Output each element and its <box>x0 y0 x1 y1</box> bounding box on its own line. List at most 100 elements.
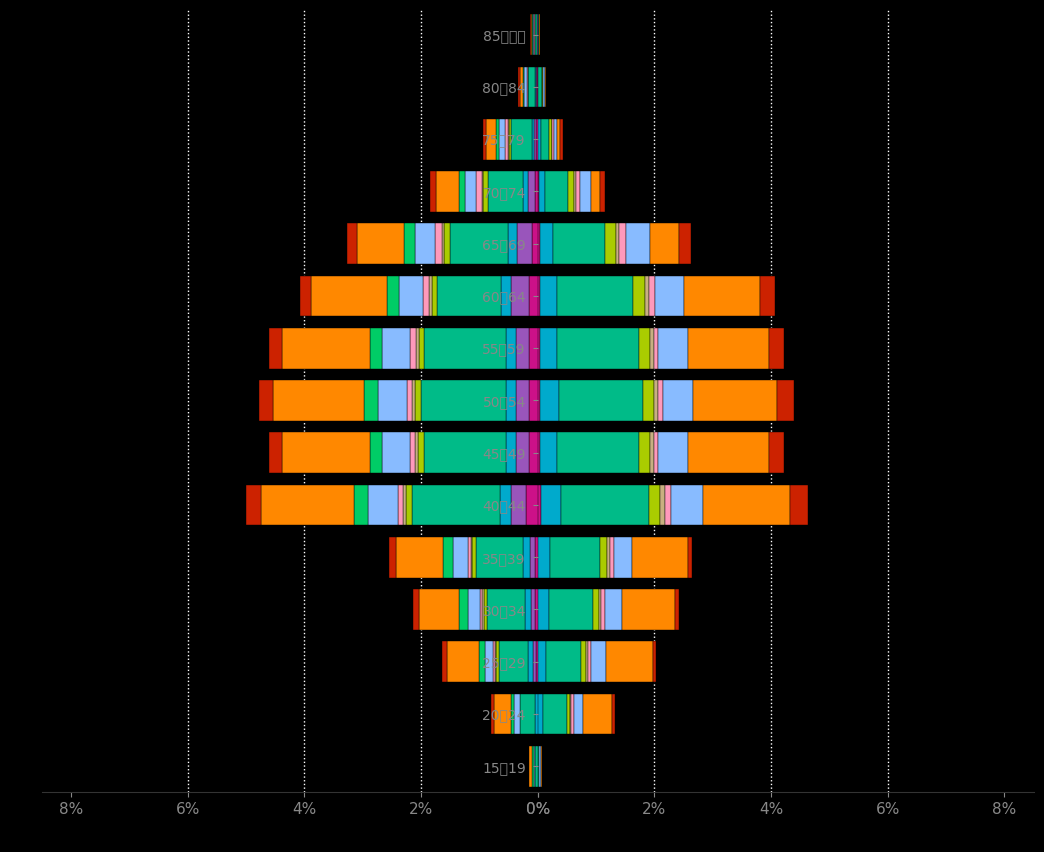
Bar <box>589 642 591 682</box>
Bar <box>459 171 465 212</box>
Bar <box>538 485 541 526</box>
Bar <box>432 275 436 316</box>
Bar <box>491 694 494 734</box>
Bar <box>544 694 567 734</box>
Bar <box>529 380 538 421</box>
Bar <box>259 380 274 421</box>
Bar <box>571 694 574 734</box>
Bar <box>610 537 614 578</box>
Bar <box>778 380 793 421</box>
Bar <box>261 485 354 526</box>
Bar <box>496 118 499 159</box>
Bar <box>600 537 608 578</box>
Bar <box>472 537 476 578</box>
Bar <box>559 380 643 421</box>
Bar <box>541 746 542 786</box>
Bar <box>619 223 626 264</box>
Bar <box>649 328 654 369</box>
Bar <box>501 275 512 316</box>
Bar <box>535 746 538 786</box>
Bar <box>526 485 538 526</box>
Bar <box>530 537 535 578</box>
Bar <box>540 275 557 316</box>
Bar <box>416 432 418 473</box>
Bar <box>488 589 525 630</box>
Bar <box>639 328 649 369</box>
Bar <box>586 642 589 682</box>
Bar <box>423 275 429 316</box>
Bar <box>403 485 406 526</box>
Bar <box>550 537 600 578</box>
Bar <box>404 223 414 264</box>
Bar <box>538 746 540 786</box>
Bar <box>688 328 769 369</box>
Bar <box>538 223 540 264</box>
Bar <box>311 275 387 316</box>
Bar <box>688 537 692 578</box>
Bar <box>421 380 505 421</box>
Bar <box>557 118 561 159</box>
Bar <box>520 66 523 107</box>
Bar <box>541 485 561 526</box>
Bar <box>634 275 645 316</box>
Bar <box>410 432 416 473</box>
Bar <box>649 432 654 473</box>
Bar <box>505 118 508 159</box>
Bar <box>484 642 494 682</box>
Bar <box>540 223 553 264</box>
Bar <box>476 537 523 578</box>
Bar <box>479 642 484 682</box>
Bar <box>591 171 599 212</box>
Bar <box>512 485 526 526</box>
Bar <box>557 432 639 473</box>
Bar <box>679 223 690 264</box>
Bar <box>515 694 520 734</box>
Bar <box>519 66 520 107</box>
Bar <box>246 485 261 526</box>
Bar <box>557 275 634 316</box>
Bar <box>412 485 500 526</box>
Bar <box>416 328 419 369</box>
Bar <box>416 380 421 421</box>
Bar <box>436 275 501 316</box>
Bar <box>430 171 435 212</box>
Bar <box>370 328 382 369</box>
Bar <box>512 118 531 159</box>
Bar <box>649 275 655 316</box>
Bar <box>639 432 649 473</box>
Bar <box>529 746 532 786</box>
Bar <box>544 66 545 107</box>
Bar <box>531 589 536 630</box>
Bar <box>531 118 533 159</box>
Bar <box>654 328 659 369</box>
Bar <box>447 642 479 682</box>
Bar <box>406 485 412 526</box>
Bar <box>540 328 557 369</box>
Bar <box>538 380 540 421</box>
Bar <box>538 537 550 578</box>
Bar <box>533 14 535 55</box>
Bar <box>568 171 574 212</box>
Bar <box>693 380 778 421</box>
Bar <box>606 642 652 682</box>
Bar <box>465 171 476 212</box>
Bar <box>567 694 570 734</box>
Bar <box>649 223 679 264</box>
Bar <box>495 642 496 682</box>
Bar <box>418 432 424 473</box>
Bar <box>633 537 688 578</box>
Bar <box>468 537 471 578</box>
Bar <box>396 537 443 578</box>
Bar <box>419 328 424 369</box>
Bar <box>494 694 512 734</box>
Bar <box>613 694 615 734</box>
Bar <box>663 380 693 421</box>
Bar <box>471 537 472 578</box>
Bar <box>648 485 660 526</box>
Bar <box>545 66 546 107</box>
Bar <box>528 66 536 107</box>
Bar <box>530 14 532 55</box>
Bar <box>660 485 665 526</box>
Bar <box>269 432 282 473</box>
Bar <box>553 223 606 264</box>
